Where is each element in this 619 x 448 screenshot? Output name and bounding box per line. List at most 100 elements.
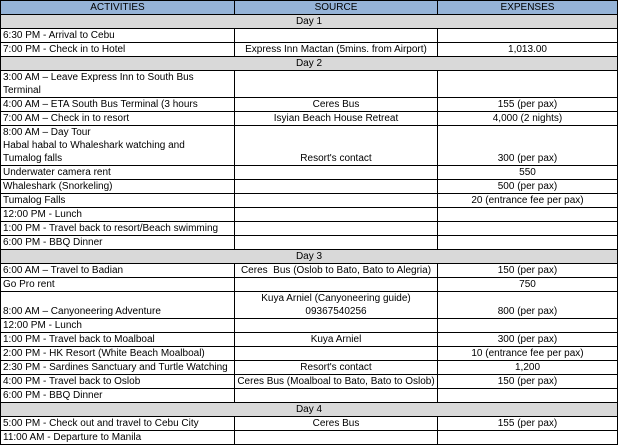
expense-cell: 150 (per pax): [437, 263, 618, 278]
source-cell: Ceres Bus (Oslob to Bato, Bato to Alegri…: [234, 263, 438, 278]
expense-cell: 750: [437, 277, 618, 292]
activity-row: 2:30 PM - Sardines Sanctuary and Turtle …: [0, 360, 618, 375]
source-cell: [234, 70, 438, 98]
activity-cell: Tumalog Falls: [0, 193, 235, 208]
activity-cell: 3:00 AM – Leave Express Inn to South Bus…: [0, 70, 235, 98]
expense-cell: [437, 235, 618, 250]
activity-cell: Underwater camera rent: [0, 165, 235, 180]
activity-row: Tumalog Falls 20 (entrance fee per pax): [0, 193, 618, 208]
expense-cell: [437, 318, 618, 333]
activity-row: 11:00 AM - Departure to Manila: [0, 430, 618, 445]
activity-cell: 1:00 PM - Travel back to Moalboal: [0, 332, 235, 347]
activity-cell: 6:00 PM - BBQ Dinner: [0, 235, 235, 250]
day-label: Day 3: [0, 249, 618, 264]
activity-cell: 12:00 PM - Lunch: [0, 318, 235, 333]
source-cell: Isyian Beach House Retreat: [234, 111, 438, 126]
activity-row: 5:00 PM - Check out and travel to Cebu C…: [0, 416, 618, 431]
activity-cell: 8:00 AM – Canyoneering Adventure: [0, 291, 235, 319]
day-row: Day 3: [0, 249, 618, 264]
activity-row: 3:00 AM – Leave Express Inn to South Bus…: [0, 70, 618, 98]
activity-cell: 4:00 AM – ETA South Bus Terminal (3 hour…: [0, 97, 235, 112]
source-cell: Resort's contact: [234, 125, 438, 166]
expense-cell: [437, 70, 618, 98]
expense-cell: 500 (per pax): [437, 179, 618, 194]
activity-cell: 6:00 AM – Travel to Badian: [0, 263, 235, 278]
source-cell: Kuya Arniel: [234, 332, 438, 347]
source-cell: [234, 388, 438, 403]
activity-cell: 6:00 PM - BBQ Dinner: [0, 388, 235, 403]
day-label: Day 2: [0, 56, 618, 71]
source-cell: Express Inn Mactan (5mins. from Airport): [234, 42, 438, 57]
source-cell: [234, 430, 438, 445]
source-cell: [234, 235, 438, 250]
expense-cell: [437, 430, 618, 445]
day-row: Day 1: [0, 14, 618, 29]
source-cell: [234, 207, 438, 222]
source-cell: [234, 165, 438, 180]
expense-cell: [437, 28, 618, 43]
activity-cell: 1:00 PM - Travel back to resort/Beach sw…: [0, 221, 235, 236]
day-label: Day 4: [0, 402, 618, 417]
expense-cell: 550: [437, 165, 618, 180]
expense-cell: [437, 221, 618, 236]
expense-cell: [437, 388, 618, 403]
activity-row: 1:00 PM - Travel back to resort/Beach sw…: [0, 221, 618, 236]
activity-row: Underwater camera rent 550: [0, 165, 618, 180]
activity-row: 4:00 PM - Travel back to Oslob Ceres Bus …: [0, 374, 618, 389]
activity-row: 8:00 AM – Day Tour Habal habal to Whales…: [0, 125, 618, 166]
activity-cell: 7:00 AM – Check in to resort: [0, 111, 235, 126]
activity-cell: 6:30 PM - Arrival to Cebu: [0, 28, 235, 43]
activity-row: 6:00 PM - BBQ Dinner: [0, 388, 618, 403]
activity-row: 6:00 AM – Travel to Badian Ceres Bus (Osl…: [0, 263, 618, 278]
activity-row: 1:00 PM - Travel back to Moalboal Kuya Ar…: [0, 332, 618, 347]
activity-cell: 2:00 PM - HK Resort (White Beach Moalboa…: [0, 346, 235, 361]
source-cell: Ceres Bus: [234, 97, 438, 112]
day-row: Day 2: [0, 56, 618, 71]
activity-cell: 8:00 AM – Day Tour Habal habal to Whales…: [0, 125, 235, 166]
day-row: Day 4: [0, 402, 618, 417]
source-cell: [234, 28, 438, 43]
activity-cell: Whaleshark (Snorkeling): [0, 179, 235, 194]
activity-row: Whaleshark (Snorkeling) 500 (per pax): [0, 179, 618, 194]
source-cell: [234, 179, 438, 194]
expense-cell: 1,200: [437, 360, 618, 375]
source-cell: [234, 221, 438, 236]
activity-cell: Go Pro rent: [0, 277, 235, 292]
expense-cell: 300 (per pax): [437, 332, 618, 347]
activity-cell: 4:00 PM - Travel back to Oslob: [0, 374, 235, 389]
expense-cell: 10 (entrance fee per pax): [437, 346, 618, 361]
source-cell: Kuya Arniel (Canyoneering guide) 0936754…: [234, 291, 438, 319]
expense-cell: 4,000 (2 nights): [437, 111, 618, 126]
activity-row: 2:00 PM - HK Resort (White Beach Moalboa…: [0, 346, 618, 361]
header-cell: EXPENSES: [437, 0, 618, 15]
expense-cell: [437, 207, 618, 222]
source-cell: [234, 346, 438, 361]
source-cell: Ceres Bus: [234, 416, 438, 431]
source-cell: Resort's contact: [234, 360, 438, 375]
activity-row: 12:00 PM - Lunch: [0, 207, 618, 222]
expense-cell: 150 (per pax): [437, 374, 618, 389]
activity-cell: 5:00 PM - Check out and travel to Cebu C…: [0, 416, 235, 431]
header-cell: SOURCE: [234, 0, 438, 15]
header-cell: ACTIVITIES: [0, 0, 235, 15]
day-label: Day 1: [0, 14, 618, 29]
activity-row: 4:00 AM – ETA South Bus Terminal (3 hour…: [0, 97, 618, 112]
activity-cell: 7:00 PM - Check in to Hotel: [0, 42, 235, 57]
activity-row: 7:00 AM – Check in to resort Isyian Beach…: [0, 111, 618, 126]
expense-cell: 155 (per pax): [437, 97, 618, 112]
activity-cell: 11:00 AM - Departure to Manila: [0, 430, 235, 445]
source-cell: [234, 277, 438, 292]
expense-cell: 20 (entrance fee per pax): [437, 193, 618, 208]
activity-row: Go Pro rent 750: [0, 277, 618, 292]
activity-row: 12:00 PM - Lunch: [0, 318, 618, 333]
activity-cell: 2:30 PM - Sardines Sanctuary and Turtle …: [0, 360, 235, 375]
expense-cell: 800 (per pax): [437, 291, 618, 319]
expense-cell: 1,013.00: [437, 42, 618, 57]
activity-row: 6:30 PM - Arrival to Cebu: [0, 28, 618, 43]
expense-cell: 155 (per pax): [437, 416, 618, 431]
activity-row: 7:00 PM - Check in to Hotel Express Inn M…: [0, 42, 618, 57]
source-cell: [234, 318, 438, 333]
